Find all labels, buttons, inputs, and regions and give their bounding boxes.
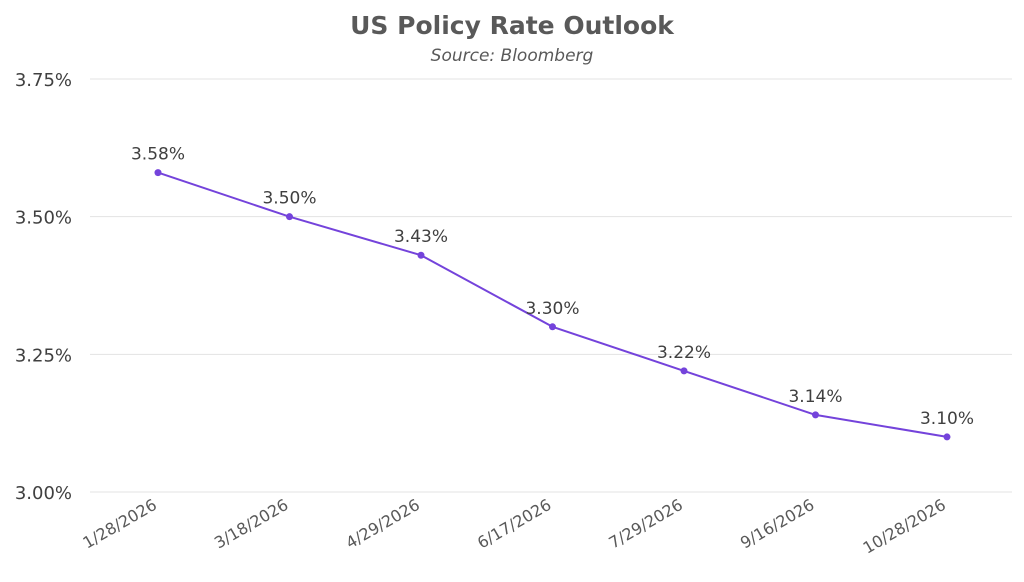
data-point xyxy=(549,323,556,331)
data-point xyxy=(154,169,162,177)
chart-title: US Policy Rate Outlook xyxy=(350,11,675,40)
data-point xyxy=(812,411,819,419)
y-tick-label: 3.25% xyxy=(15,345,72,366)
y-tick-label: 3.50% xyxy=(15,208,72,229)
data-point xyxy=(680,367,688,375)
data-point xyxy=(943,433,951,441)
data-label: 3.14% xyxy=(788,387,842,407)
x-tick-label: 4/29/2026 xyxy=(342,495,423,552)
chart-subtitle: Source: Bloomberg xyxy=(431,46,594,66)
x-axis-ticks: 1/28/2026 3/18/2026 4/29/2026 6/17/2026 7/29… xyxy=(79,495,949,558)
data-label: 3.50% xyxy=(262,189,316,209)
x-tick-label: 9/16/2026 xyxy=(737,495,818,552)
x-tick-label: 6/17/2026 xyxy=(474,495,555,552)
data-labels: 3.58% 3.50% 3.43% 3.30% 3.22% 3.14% 3.10% xyxy=(131,145,974,429)
y-tick-label: 3.75% xyxy=(15,70,72,91)
data-label: 3.10% xyxy=(920,409,974,429)
series-layer xyxy=(154,169,951,441)
y-axis-ticks: 3.00% 3.25% 3.50% 3.75% xyxy=(15,70,72,504)
data-label: 3.22% xyxy=(657,343,711,363)
gridlines xyxy=(90,78,1012,493)
x-tick-label: 10/28/2026 xyxy=(860,495,949,558)
data-label: 3.43% xyxy=(394,227,448,247)
data-label: 3.58% xyxy=(131,145,185,165)
y-tick-label: 3.00% xyxy=(15,483,72,504)
data-point xyxy=(286,213,293,221)
data-point xyxy=(417,251,425,259)
data-label: 3.30% xyxy=(525,299,579,319)
x-tick-label: 1/28/2026 xyxy=(79,495,160,552)
x-tick-label: 3/18/2026 xyxy=(211,495,292,552)
x-tick-label: 7/29/2026 xyxy=(605,495,686,552)
